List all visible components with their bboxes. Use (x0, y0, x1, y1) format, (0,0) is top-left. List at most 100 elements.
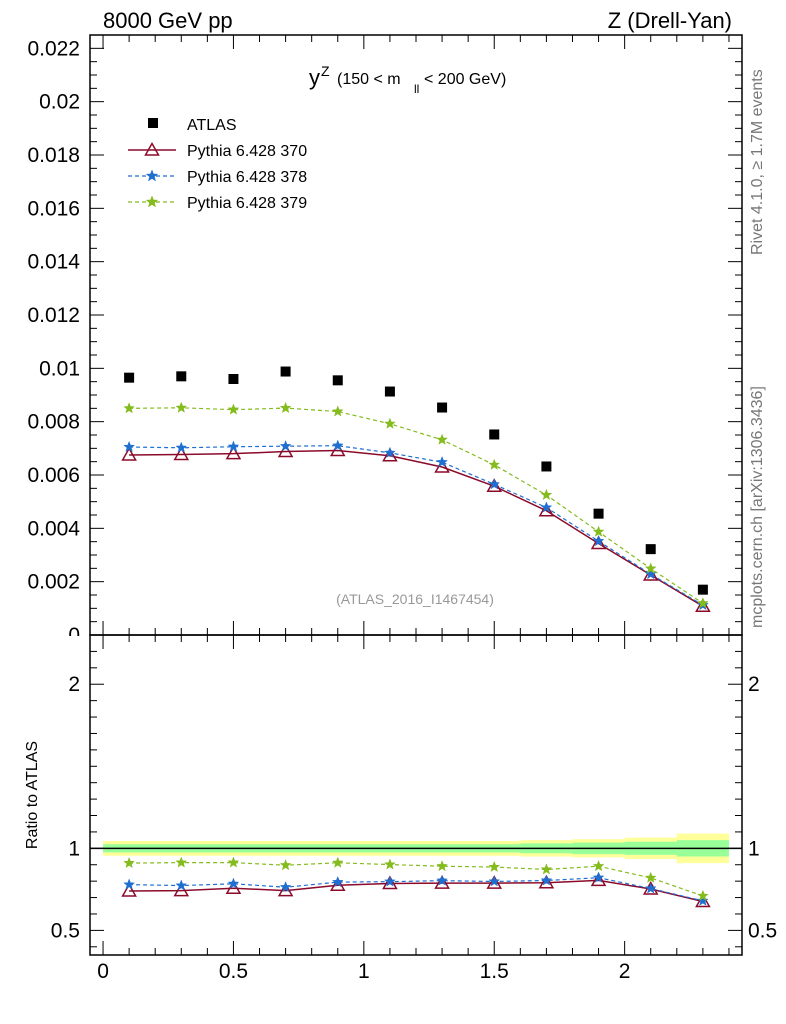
ratio-y-tick-label-left: 1 (68, 837, 80, 860)
ratio-marker-1-0 (123, 878, 136, 890)
ratio-marker-2-9 (592, 860, 605, 872)
ratio-marker-1-9 (592, 871, 605, 883)
main-marker-2-2 (227, 403, 240, 415)
legend-atlas-label: ATLAS (187, 117, 237, 134)
ratio-marker-1-10 (644, 882, 657, 894)
main-marker-0-2 (225, 445, 242, 460)
ratio-y-tick-label-right: 0.5 (748, 919, 777, 942)
ratio-marker-1-5 (384, 875, 396, 887)
ratio-marker-0-7 (486, 875, 503, 889)
main-marker-1-2 (227, 440, 240, 452)
ratio-frame (89, 634, 743, 956)
title-range-close: < 200 GeV) (424, 71, 506, 88)
main-marker-0-11 (695, 598, 711, 612)
ratio-marker-2-4 (331, 856, 344, 868)
ratio-y-tick-label-left: 2 (68, 673, 80, 696)
analysis-watermark: (ATLAS_2016_I1467454) (336, 591, 494, 607)
ratio-marker-2-1 (175, 856, 188, 868)
ratio-y-tick-label-left: 0.5 (51, 919, 80, 942)
legend-379-star (145, 195, 159, 208)
y-tick-label: 0.004 (27, 517, 80, 540)
main-marker-1-7 (488, 478, 501, 490)
y-tick-label-zero: 0 (68, 624, 80, 647)
atlas-point-11 (697, 584, 708, 595)
atlas-point-10 (645, 544, 656, 555)
atlas-point-3 (280, 366, 291, 377)
ratio-marker-2-0 (123, 856, 136, 869)
main-marker-2-10 (644, 562, 657, 574)
ratio-marker-2-2 (227, 856, 240, 868)
main-marker-1-3 (279, 439, 292, 452)
ratio-y-tick-label-right: 1 (748, 837, 760, 860)
ratio-panel-content (90, 833, 742, 908)
main-marker-1-4 (331, 439, 344, 451)
legend-379-marker (145, 195, 159, 208)
atlas-point-7 (489, 429, 500, 440)
legend-370-label: Pythia 6.428 370 (187, 143, 307, 160)
ratio-marker-0-9 (590, 872, 607, 887)
main-marker-2-7 (488, 458, 501, 470)
ratio-marker-1-4 (331, 875, 344, 888)
ratio-marker-1-1 (175, 879, 188, 891)
atlas-point-5 (384, 386, 395, 397)
x-tick-label: 2 (619, 960, 631, 983)
main-marker-0-5 (382, 447, 398, 462)
y-tick-label: 0.022 (27, 37, 80, 60)
legend-378-star (145, 169, 159, 182)
main-marker-2-4 (331, 405, 344, 417)
zero-label-mask (40, 636, 89, 650)
main-marker-2-1 (175, 401, 188, 413)
main-line-1 (129, 445, 704, 606)
legend-378-marker (145, 169, 159, 182)
ratio-line-0 (129, 879, 704, 903)
main-marker-2-9 (592, 525, 605, 537)
main-marker-2-11 (696, 597, 709, 609)
y-tick-label: 0.02 (39, 91, 80, 114)
ratio-marker-2-5 (384, 858, 396, 870)
main-panel-content (121, 366, 711, 612)
y-tick-label: 0.006 (27, 464, 80, 487)
header-energy: 8000 GeV pp (103, 8, 233, 33)
main-marker-2-6 (436, 433, 448, 445)
ratio-marker-0-3 (277, 882, 294, 897)
atlas-point-1 (176, 371, 187, 382)
ratio-marker-0-0 (121, 882, 137, 897)
main-marker-0-0 (121, 446, 137, 461)
x-tick-label: 1.5 (480, 960, 509, 983)
atlas-point-9 (593, 508, 604, 519)
main-marker-1-9 (592, 534, 605, 547)
ratio-ylabel: Ratio to ATLAS (24, 741, 41, 849)
x-tick-label: 1 (358, 960, 370, 983)
x-tick-label: 0 (97, 960, 109, 983)
y-tick-label: 0.018 (27, 144, 80, 167)
atlas-point-8 (541, 461, 552, 472)
ratio-line-2 (129, 862, 704, 897)
legend-370-marker (144, 141, 160, 156)
ratio-line-1 (129, 877, 704, 902)
y-tick-label: 0.016 (27, 197, 80, 220)
y-tick-label: 0.012 (27, 304, 80, 327)
main-line-2 (129, 407, 704, 604)
main-marker-1-1 (175, 441, 188, 453)
main-marker-1-6 (436, 455, 448, 468)
legend-378-label: Pythia 6.428 378 (187, 169, 307, 186)
atlas-point-2 (228, 374, 239, 384)
ratio-marker-1-11 (696, 894, 709, 906)
axes: 0 0.5 1 1.5 2 0.002 0.004 0.006 0.008 0.01 0.012 0.… (27, 34, 777, 983)
title-range-index: ll (414, 82, 419, 96)
rivet-label: Rivet 4.1.0, ≥ 1.7M events (749, 69, 766, 255)
x-tick-label: 0.5 (219, 960, 248, 983)
main-marker-1-0 (123, 440, 136, 453)
main-marker-2-8 (540, 488, 553, 501)
legend-atlas-marker (148, 118, 158, 128)
ratio-marker-1-3 (279, 881, 292, 893)
atlas-point-0 (124, 372, 135, 383)
y-tick-label: 0.01 (39, 357, 80, 380)
y-tick-label: 0.008 (27, 411, 80, 434)
ratio-marker-2-6 (436, 860, 448, 872)
legend-379-label: Pythia 6.428 379 (187, 195, 307, 212)
main-marker-0-8 (538, 502, 555, 517)
title-sup: Z (321, 63, 330, 79)
title-main: y (309, 65, 320, 90)
